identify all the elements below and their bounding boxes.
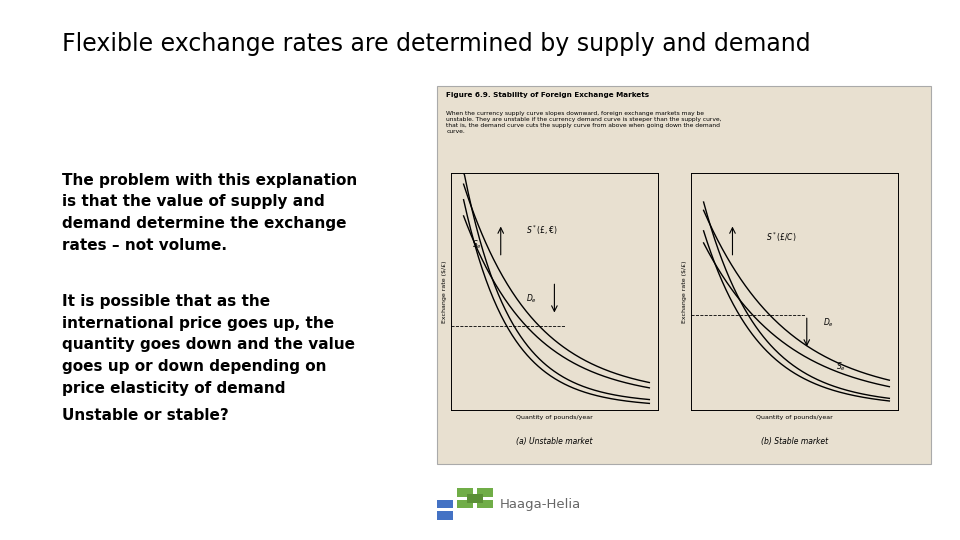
Text: (b) Stable market: (b) Stable market	[761, 437, 828, 445]
Y-axis label: Exchange rate ($/£): Exchange rate ($/£)	[442, 260, 447, 323]
FancyBboxPatch shape	[437, 86, 931, 464]
Bar	[457, 500, 472, 509]
Text: When the currency supply curve slopes downward, foreign exchange markets may be
: When the currency supply curve slopes do…	[446, 111, 722, 134]
Bar	[457, 488, 472, 497]
Text: (a) Unstable market: (a) Unstable market	[516, 437, 592, 445]
Y-axis label: Exchange rate ($/£): Exchange rate ($/£)	[682, 260, 687, 323]
Text: $D_e$: $D_e$	[824, 316, 834, 329]
Bar	[437, 511, 452, 519]
Text: $S_e$: $S_e$	[835, 361, 846, 373]
Text: Flexible exchange rates are determined by supply and demand: Flexible exchange rates are determined b…	[62, 32, 811, 56]
Text: The problem with this explanation
is that the value of supply and
demand determi: The problem with this explanation is tha…	[62, 173, 358, 253]
X-axis label: Quantity of pounds/year: Quantity of pounds/year	[756, 415, 832, 420]
Text: $S^*(£/C)$: $S^*(£/C)$	[765, 230, 796, 244]
Text: $S_e$: $S_e$	[472, 239, 482, 251]
Text: Unstable or stable?: Unstable or stable?	[62, 408, 229, 423]
Text: $D_e$: $D_e$	[525, 293, 537, 305]
Bar	[467, 494, 483, 503]
Bar	[477, 500, 492, 509]
Text: $S^*(£,€)$: $S^*(£,€)$	[525, 224, 557, 237]
X-axis label: Quantity of pounds/year: Quantity of pounds/year	[516, 415, 592, 420]
Text: Figure 6.9. Stability of Foreign Exchange Markets: Figure 6.9. Stability of Foreign Exchang…	[446, 92, 650, 98]
Bar	[477, 488, 492, 497]
Text: It is possible that as the
international price goes up, the
quantity goes down a: It is possible that as the international…	[62, 294, 355, 396]
Bar	[437, 500, 452, 509]
Text: Haaga-Helia: Haaga-Helia	[500, 498, 582, 511]
